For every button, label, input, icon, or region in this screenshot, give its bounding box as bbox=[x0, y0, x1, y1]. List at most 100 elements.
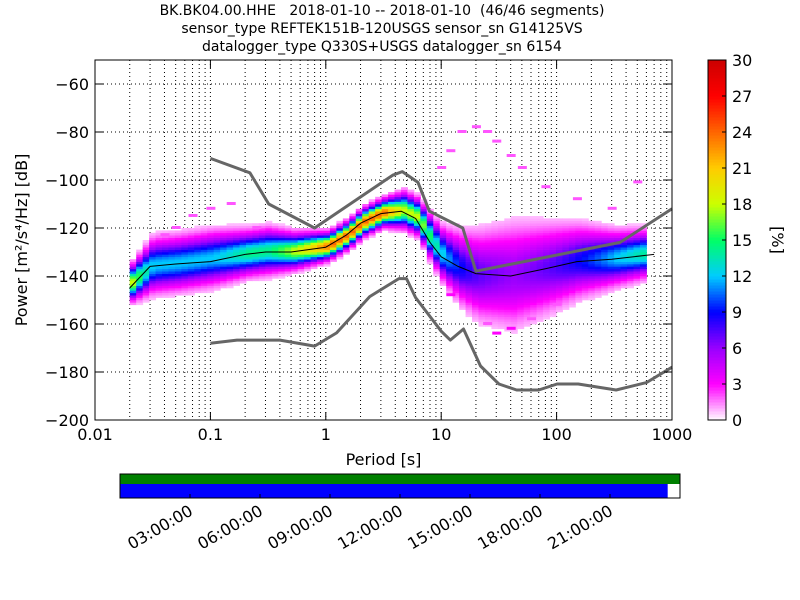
psd-cell bbox=[543, 297, 551, 301]
psd-cell bbox=[484, 276, 492, 279]
psd-cell bbox=[478, 254, 486, 258]
psd-cell bbox=[194, 244, 202, 248]
y-axis-label: Power [m²/s⁴/Hz] [dB] bbox=[12, 154, 31, 327]
psd-cell bbox=[465, 302, 473, 306]
psd-cell bbox=[523, 266, 531, 270]
psd-cell bbox=[265, 242, 273, 246]
psd-cell bbox=[168, 268, 176, 272]
psd-cell bbox=[239, 259, 247, 262]
psd-cell bbox=[426, 218, 434, 222]
psd-cell bbox=[433, 237, 441, 241]
psd-cell bbox=[317, 244, 324, 248]
psd-cell bbox=[271, 256, 279, 260]
colorbar-segment bbox=[708, 288, 726, 292]
psd-cell bbox=[284, 254, 292, 258]
psd-cell bbox=[168, 266, 176, 270]
psd-cell bbox=[581, 283, 589, 286]
psd-cell bbox=[149, 256, 157, 260]
psd-cell bbox=[245, 278, 253, 282]
colorbar-segment bbox=[708, 249, 726, 253]
colorbar-segment bbox=[708, 246, 726, 250]
psd-cell bbox=[446, 252, 454, 255]
psd-cell bbox=[452, 240, 460, 243]
psd-cell bbox=[168, 242, 176, 246]
psd-cell bbox=[472, 312, 479, 315]
psd-cell bbox=[484, 300, 492, 303]
psd-cell bbox=[342, 218, 350, 222]
psd-cell bbox=[594, 223, 602, 226]
psd-cell bbox=[614, 230, 622, 234]
psd-cell bbox=[601, 240, 609, 243]
psd-cell bbox=[426, 254, 434, 258]
psd-cell bbox=[472, 295, 479, 298]
psd-cell bbox=[588, 288, 596, 291]
psd-cell bbox=[149, 247, 157, 250]
psd-cell bbox=[472, 225, 479, 229]
psd-cell bbox=[491, 225, 499, 229]
psd-cell bbox=[252, 268, 260, 272]
psd-cell bbox=[465, 230, 473, 234]
psd-cell bbox=[568, 283, 576, 286]
psd-cell bbox=[226, 256, 234, 260]
psd-cell bbox=[549, 292, 557, 296]
psd-cell bbox=[271, 249, 279, 253]
psd-cell bbox=[517, 276, 525, 279]
psd-cell bbox=[562, 256, 570, 260]
psd-cell bbox=[265, 256, 273, 260]
psd-cell bbox=[517, 247, 525, 250]
psd-cell bbox=[555, 240, 563, 243]
colorbar-segment bbox=[708, 120, 726, 124]
psd-cell bbox=[614, 266, 622, 270]
psd-cell bbox=[452, 276, 460, 279]
psd-cell bbox=[271, 223, 279, 226]
psd-cell bbox=[452, 254, 460, 258]
psd-cell bbox=[478, 295, 486, 298]
psd-cell bbox=[226, 232, 234, 236]
psd-cell bbox=[284, 232, 292, 236]
psd-cell bbox=[168, 237, 176, 241]
psd-cell bbox=[581, 266, 589, 270]
psd-cell bbox=[433, 264, 441, 267]
psd-cell bbox=[388, 220, 396, 224]
colorbar-segment bbox=[708, 285, 726, 289]
psd-cell bbox=[536, 218, 544, 222]
colorbar-segment bbox=[708, 123, 726, 127]
psd-cell bbox=[491, 307, 499, 310]
psd-cell bbox=[394, 192, 402, 195]
psd-cell bbox=[536, 225, 544, 229]
colorbar-segment bbox=[708, 84, 726, 88]
psd-cell bbox=[245, 252, 253, 255]
psd-cell bbox=[181, 285, 189, 289]
psd-cell bbox=[523, 261, 531, 265]
psd-cell bbox=[207, 288, 215, 291]
psd-cell bbox=[523, 220, 531, 224]
psd-cell bbox=[400, 204, 408, 207]
psd-cell bbox=[342, 223, 350, 226]
psd-cell bbox=[149, 249, 157, 253]
psd-cell bbox=[252, 273, 260, 277]
psd-cell bbox=[536, 249, 544, 253]
psd-cell bbox=[549, 247, 557, 250]
colorbar-segment bbox=[708, 183, 726, 187]
psd-cell bbox=[291, 252, 299, 255]
psd-cell bbox=[162, 247, 169, 250]
psd-cell bbox=[510, 228, 518, 231]
psd-cell bbox=[510, 302, 518, 306]
psd-cell bbox=[258, 235, 266, 238]
psd-outlier-cell bbox=[552, 302, 562, 306]
psd-cell bbox=[187, 278, 195, 282]
psd-cell bbox=[607, 252, 615, 255]
psd-cell bbox=[536, 319, 544, 322]
psd-cell bbox=[452, 230, 460, 234]
psd-cell bbox=[446, 254, 454, 258]
psd-cell bbox=[245, 264, 253, 267]
psd-cell bbox=[523, 264, 531, 267]
psd-cell bbox=[517, 225, 525, 229]
psd-cell bbox=[517, 235, 525, 238]
psd-cell bbox=[536, 280, 544, 284]
psd-cell bbox=[523, 278, 531, 282]
psd-cell bbox=[207, 249, 215, 253]
psd-cell bbox=[459, 276, 467, 279]
psd-cell bbox=[581, 285, 589, 289]
psd-cell bbox=[581, 223, 589, 226]
